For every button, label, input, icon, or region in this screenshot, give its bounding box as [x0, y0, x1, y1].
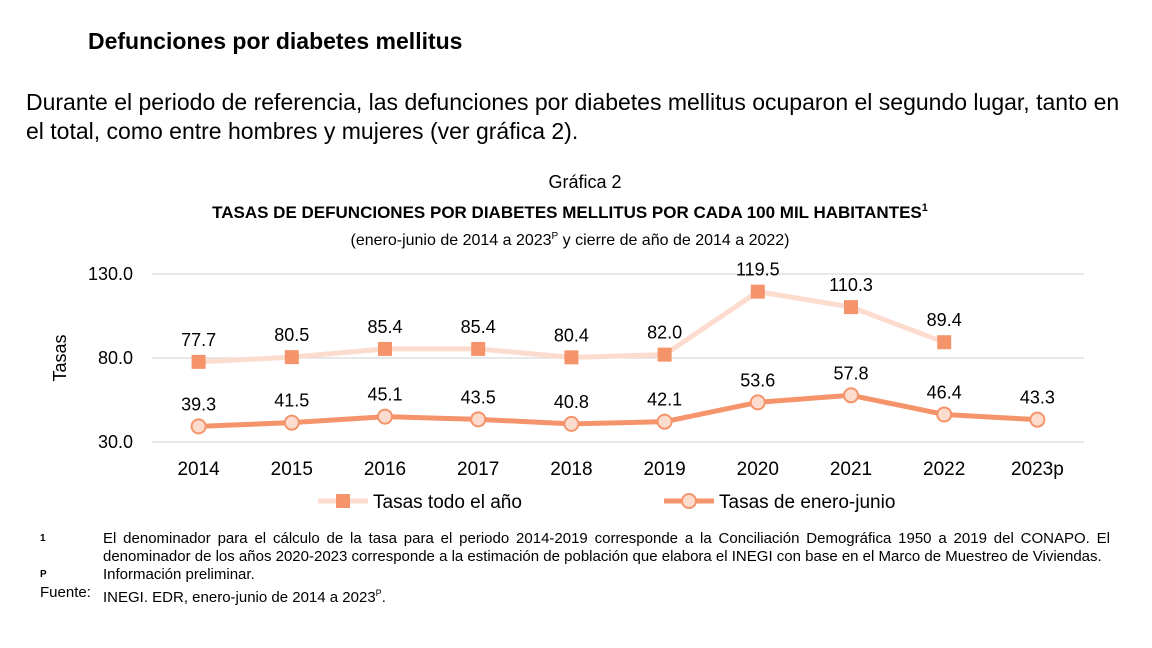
- footnote: P Información preliminar.: [40, 566, 1110, 584]
- chart-label: Gráfica 2: [548, 172, 621, 192]
- data-point: [563, 415, 580, 432]
- data-label: 77.7: [181, 330, 216, 350]
- legend-marker: [681, 493, 697, 509]
- data-point: [378, 341, 392, 356]
- data-label: 82.0: [647, 323, 682, 343]
- x-tick-label: 2021: [830, 459, 872, 480]
- data-point: [283, 414, 300, 431]
- data-point: [564, 350, 579, 365]
- chart-subtitle: (enero-junio de 2014 a 2023P y cierre de…: [351, 231, 790, 249]
- x-tick-label: 2016: [364, 459, 406, 480]
- footnote: 1 El denominador para el cálculo de la ta…: [40, 530, 1110, 566]
- legend-label: Tasas todo el año: [373, 492, 522, 513]
- data-label: 46.4: [927, 382, 962, 402]
- footnote-marker: P: [40, 569, 47, 580]
- data-label: 85.4: [461, 317, 496, 337]
- chart-title: TASAS DE DEFUNCIONES POR DIABETES MELLIT…: [212, 202, 928, 222]
- title-text: TASAS DE DEFUNCIONES POR DIABETES MELLIT…: [212, 203, 922, 222]
- legend-marker: [336, 494, 350, 508]
- data-point: [936, 406, 953, 423]
- data-point: [377, 408, 393, 425]
- data-label: 110.3: [829, 275, 873, 295]
- data-point: [191, 354, 206, 369]
- data-label: 42.1: [647, 390, 682, 410]
- data-label: 53.6: [740, 370, 775, 390]
- chart: Gráfica 2 TASAS DE DEFUNCIONES POR DIABE…: [50, 172, 1084, 513]
- data-label: 57.8: [833, 363, 868, 383]
- data-point: [470, 411, 487, 428]
- source: Fuente: INEGI. EDR, enero-junio de 2014 a…: [40, 584, 1110, 607]
- data-label: 45.1: [367, 385, 402, 405]
- data-point: [284, 350, 299, 365]
- source-text: INEGI. EDR, enero-junio de 2014 a 2023P.: [103, 584, 386, 607]
- x-tick-label: 2022: [923, 459, 965, 480]
- subtitle-sup: P: [552, 231, 559, 242]
- data-label: 43.5: [461, 387, 496, 407]
- x-tick-label: 2023p: [1011, 459, 1064, 480]
- x-tick-label: 2015: [271, 459, 313, 480]
- data-point: [749, 394, 766, 411]
- data-label: 89.4: [927, 310, 962, 330]
- x-tick-label: 2019: [643, 459, 685, 480]
- y-tick-label: 30.0: [98, 432, 133, 452]
- title-note: 1: [922, 202, 928, 214]
- data-point: [190, 418, 207, 435]
- data-label: 40.8: [554, 392, 589, 412]
- data-point: [1029, 411, 1046, 428]
- data-label: 43.3: [1020, 388, 1055, 408]
- data-point: [656, 413, 673, 430]
- x-tick-label: 2014: [177, 459, 220, 480]
- y-tick-label: 130.0: [88, 264, 133, 284]
- x-tick-label: 2020: [737, 459, 779, 480]
- source-label: Fuente:: [40, 584, 91, 601]
- data-label: 80.4: [554, 325, 589, 345]
- data-point: [937, 335, 952, 350]
- data-point: [750, 284, 765, 299]
- subtitle-text: (enero-junio de 2014 a 2023: [351, 232, 552, 249]
- footnote-marker: 1: [40, 533, 46, 544]
- footnotes: 1 El denominador para el cálculo de la ta…: [40, 530, 1110, 607]
- data-label: 39.3: [181, 394, 216, 414]
- subtitle-text: y cierre de año de 2014 a 2022): [558, 232, 789, 249]
- data-point: [471, 341, 486, 356]
- x-tick-label: 2017: [457, 459, 499, 480]
- data-label: 41.5: [274, 391, 309, 411]
- footnote-text: Información preliminar.: [103, 566, 255, 583]
- data-point: [844, 300, 858, 315]
- data-label: 80.5: [274, 325, 309, 345]
- paragraph: Durante el periodo de referencia, las de…: [26, 89, 1120, 144]
- x-tick-label: 2018: [550, 459, 592, 480]
- data-label: 85.4: [367, 317, 402, 337]
- legend-label: Tasas de enero-junio: [719, 492, 895, 513]
- data-point: [843, 387, 859, 404]
- source-body: INEGI. EDR, enero-junio de 2014 a 2023: [103, 589, 376, 606]
- y-axis-label: Tasas: [50, 334, 70, 381]
- data-point: [657, 347, 672, 362]
- source-sup: P: [375, 588, 382, 598]
- data-label: 119.5: [736, 260, 780, 280]
- heading: Defunciones por diabetes mellitus: [88, 28, 463, 54]
- y-tick-label: 80.0: [98, 348, 133, 368]
- source-end: .: [381, 589, 386, 606]
- footnote-text: El denominador para el cálculo de la tas…: [103, 530, 1110, 565]
- series-line: [198, 392, 1038, 429]
